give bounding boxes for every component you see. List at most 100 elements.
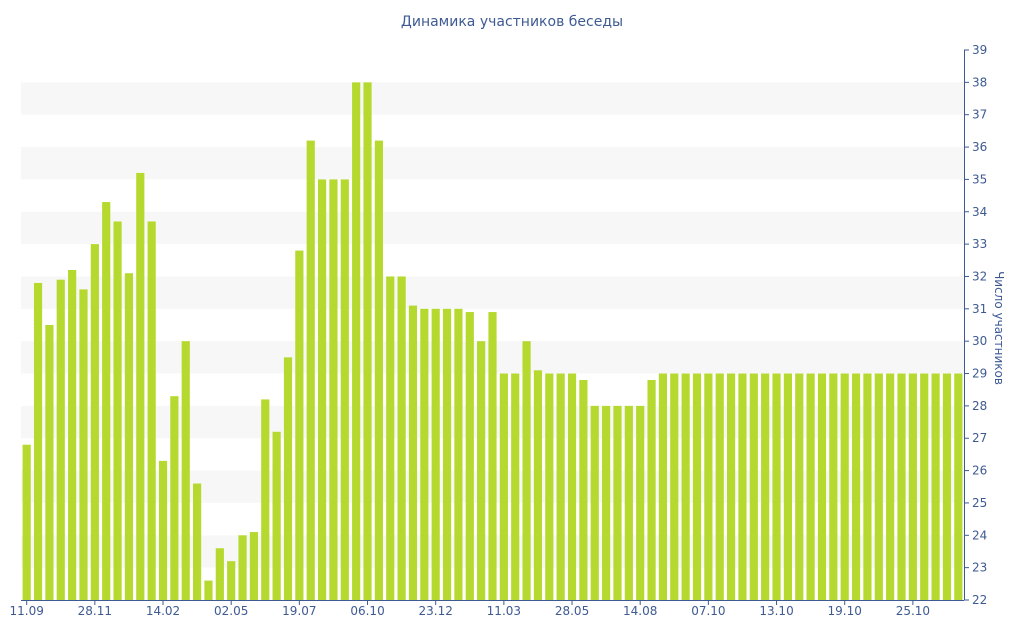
bar[interactable] [772, 373, 781, 600]
bar[interactable] [124, 273, 134, 600]
y-tick-label: 38 [972, 75, 987, 89]
bar[interactable] [670, 373, 679, 600]
bar[interactable] [931, 373, 940, 600]
bar[interactable] [579, 380, 588, 600]
bar[interactable] [920, 373, 929, 600]
bar[interactable] [33, 282, 43, 600]
bar[interactable] [352, 82, 361, 601]
bar[interactable] [170, 396, 179, 600]
bar[interactable] [908, 373, 917, 600]
bar[interactable] [840, 373, 849, 600]
y-tick-label: 37 [972, 108, 987, 122]
bar[interactable] [431, 308, 440, 600]
x-tick-label: 06.10 [350, 604, 384, 618]
bar[interactable] [386, 276, 395, 600]
bar[interactable] [829, 373, 838, 600]
bar[interactable] [738, 373, 747, 600]
x-tick-label: 19.07 [282, 604, 316, 618]
bar[interactable] [227, 561, 236, 600]
bar[interactable] [749, 373, 758, 600]
bar[interactable] [590, 405, 599, 600]
bar[interactable] [522, 341, 531, 600]
bar[interactable] [783, 373, 792, 600]
bar[interactable] [897, 373, 906, 600]
y-tick-label: 24 [972, 528, 987, 542]
y-tick-label: 25 [972, 496, 987, 510]
bar[interactable] [874, 373, 883, 600]
bar[interactable] [886, 373, 895, 600]
bar[interactable] [545, 373, 554, 600]
bar[interactable] [806, 373, 815, 600]
bar[interactable] [658, 373, 668, 600]
bar[interactable] [204, 580, 213, 600]
bar[interactable] [420, 308, 429, 600]
bar[interactable] [295, 250, 304, 600]
bar[interactable] [488, 312, 497, 600]
bar[interactable] [113, 221, 122, 600]
bar[interactable] [193, 483, 202, 600]
bar[interactable] [340, 179, 349, 600]
bar[interactable] [408, 305, 418, 600]
y-tick-label: 32 [972, 269, 987, 283]
bar[interactable] [567, 373, 577, 600]
x-axis: 11.09 28.11 14.02 02.05 19.07 06.10 23.12 11.03… [10, 600, 964, 618]
y-axis: 22 23 24 25 26 27 28 29 30 31 32 33 34 35 36 37 38 39 [964, 43, 987, 607]
x-tick-label: 02.05 [214, 604, 248, 618]
bar[interactable] [636, 405, 645, 600]
x-tick-label: 13.10 [759, 604, 793, 618]
bar[interactable] [249, 532, 258, 600]
bar[interactable] [442, 308, 452, 600]
x-tick-label: 19.10 [828, 604, 862, 618]
bar[interactable] [511, 373, 520, 600]
bar[interactable] [704, 373, 713, 600]
y-tick-label: 22 [972, 593, 987, 607]
bar[interactable] [477, 341, 486, 600]
bar[interactable] [817, 373, 827, 600]
bar[interactable] [181, 341, 190, 600]
bar[interactable] [397, 276, 406, 600]
bar[interactable] [283, 357, 293, 600]
bar[interactable] [22, 444, 31, 600]
bar[interactable] [79, 289, 88, 600]
bar[interactable] [238, 535, 247, 600]
bar[interactable] [851, 373, 861, 600]
bar[interactable] [613, 405, 622, 600]
bar[interactable] [261, 399, 270, 600]
bar[interactable] [795, 373, 804, 600]
bar[interactable] [215, 548, 224, 600]
bar[interactable] [147, 221, 156, 600]
bar[interactable] [465, 312, 474, 600]
bar[interactable] [329, 179, 338, 600]
bar[interactable] [715, 373, 724, 600]
bar[interactable] [102, 202, 111, 600]
bar[interactable] [556, 373, 565, 600]
bar[interactable] [761, 373, 770, 600]
bar[interactable] [681, 373, 690, 600]
y-tick-label: 36 [972, 140, 987, 154]
bar[interactable] [317, 179, 327, 600]
bar[interactable] [454, 308, 463, 600]
bar[interactable] [863, 373, 872, 600]
bar[interactable] [942, 373, 952, 600]
grid-band [21, 82, 964, 115]
bar[interactable] [136, 172, 145, 600]
bar[interactable] [56, 279, 65, 600]
y-tick-label: 28 [972, 399, 987, 413]
bar[interactable] [692, 373, 702, 600]
bar[interactable] [363, 82, 372, 601]
bar[interactable] [727, 373, 736, 600]
bar[interactable] [602, 405, 611, 600]
bar[interactable] [272, 431, 281, 600]
bar[interactable] [306, 140, 315, 600]
x-tick-label: 25.10 [896, 604, 930, 618]
bar[interactable] [647, 380, 656, 600]
bar[interactable] [68, 270, 77, 600]
bar[interactable] [45, 325, 54, 600]
bar[interactable] [499, 373, 508, 600]
bar[interactable] [90, 244, 99, 600]
bar[interactable] [624, 405, 633, 600]
bar[interactable] [954, 373, 963, 600]
bar[interactable] [533, 370, 543, 600]
bar[interactable] [374, 140, 383, 600]
bar[interactable] [158, 460, 168, 600]
